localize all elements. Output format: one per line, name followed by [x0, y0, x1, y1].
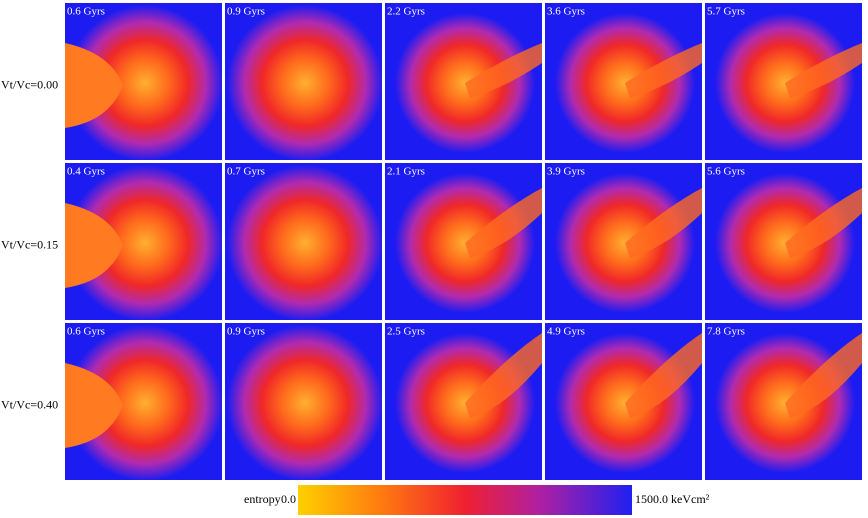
- colorbar-max: 1500.0 keVcm²: [635, 492, 710, 506]
- time-label: 2.5 Gyrs: [387, 326, 425, 338]
- row-label: Vt/Vc=0.00: [1, 77, 58, 91]
- tail: [465, 188, 542, 258]
- panel: 4.9 Gyrs: [545, 323, 702, 480]
- time-label: 0.7 Gyrs: [227, 166, 265, 178]
- infalling-cloud: [65, 363, 123, 448]
- infalling-cloud: [65, 43, 123, 128]
- panel: 3.6 Gyrs: [545, 3, 702, 160]
- gas-halo: [227, 325, 382, 480]
- panel: 3.9 Gyrs: [545, 163, 702, 320]
- gas-halo: [227, 165, 382, 320]
- tail: [625, 333, 702, 418]
- time-label: 4.9 Gyrs: [547, 326, 585, 338]
- time-label: 0.6 Gyrs: [67, 326, 105, 338]
- gas-halo: [227, 5, 382, 160]
- panel-grid: Vt/Vc=0.00 0.6 Gyrs 0.9 Gyrs 2.2 Gyrs 3.6 Gy…: [1, 3, 862, 480]
- panel: 7.8 Gyrs: [705, 323, 862, 480]
- time-label: 5.6 Gyrs: [707, 166, 745, 178]
- panel: 0.4 Gyrs: [65, 163, 222, 320]
- time-label: 5.7 Gyrs: [707, 6, 745, 18]
- gas-halo: [67, 165, 222, 320]
- tail: [625, 43, 702, 98]
- panel: 0.9 Gyrs: [225, 3, 382, 160]
- tail: [625, 188, 702, 258]
- panel: 2.1 Gyrs: [385, 163, 542, 320]
- tail: [785, 333, 862, 418]
- time-label: 0.9 Gyrs: [227, 6, 265, 18]
- panel: 5.6 Gyrs: [705, 163, 862, 320]
- tail: [785, 43, 862, 98]
- infalling-cloud: [65, 203, 123, 288]
- panel: 0.6 Gyrs: [65, 3, 222, 160]
- panel: 0.7 Gyrs: [225, 163, 382, 320]
- time-label: 3.9 Gyrs: [547, 166, 585, 178]
- time-label: 3.6 Gyrs: [547, 6, 585, 18]
- colorbar: [298, 485, 632, 515]
- colorbar-label: entropy: [244, 492, 281, 506]
- time-label: 2.2 Gyrs: [387, 6, 425, 18]
- time-label: 0.9 Gyrs: [227, 326, 265, 338]
- tail: [465, 333, 542, 418]
- colorbar-min: 0.0: [281, 492, 296, 506]
- tail: [465, 43, 542, 98]
- time-label: 2.1 Gyrs: [387, 166, 425, 178]
- tail: [785, 188, 862, 258]
- panel: 0.9 Gyrs: [225, 323, 382, 480]
- row-label: Vt/Vc=0.40: [1, 397, 58, 411]
- row-label: Vt/Vc=0.15: [1, 237, 58, 251]
- panel: 2.5 Gyrs: [385, 323, 542, 480]
- time-label: 7.8 Gyrs: [707, 326, 745, 338]
- time-label: 0.6 Gyrs: [67, 6, 105, 18]
- panel: 2.2 Gyrs: [385, 3, 542, 160]
- panel: 0.6 Gyrs: [65, 323, 222, 480]
- gas-halo: [67, 325, 222, 480]
- panel: 5.7 Gyrs: [705, 3, 862, 160]
- gas-halo: [67, 5, 222, 160]
- time-label: 0.4 Gyrs: [67, 166, 105, 178]
